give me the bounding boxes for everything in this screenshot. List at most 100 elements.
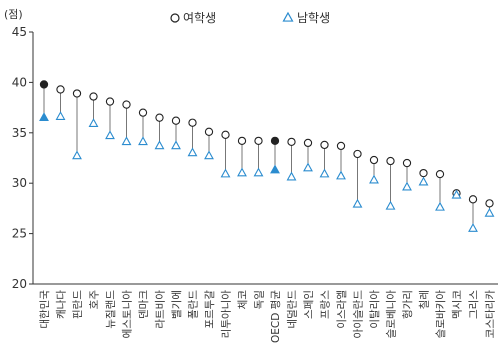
- y-tick-label: 45: [12, 25, 27, 39]
- female-point: [254, 136, 263, 146]
- category-label: 슬로바키아: [435, 290, 447, 339]
- category-label: 칠레: [419, 290, 431, 309]
- category-label: 스페인: [303, 290, 315, 319]
- female-point: [320, 140, 329, 150]
- y-tick-label: 35: [12, 126, 27, 140]
- category-label: 코스타리카: [485, 290, 497, 339]
- marks: [39, 80, 495, 232]
- female-point: [188, 118, 197, 127]
- male-point: [451, 189, 462, 199]
- y-tick-label: 30: [12, 176, 27, 190]
- male-point: [187, 147, 198, 157]
- category-label: 덴마크: [138, 290, 150, 319]
- category-labels: 대한민국 캐나다 핀란드 호주 뉴질랜드 에스토니아 덴마크 라트비아 벨기에 폴란드 포르투갈 리투…: [39, 290, 497, 343]
- male-point: [468, 222, 478, 232]
- female-point: [402, 158, 412, 168]
- male-point: [418, 176, 429, 186]
- category-label: 아이슬란드: [353, 290, 365, 339]
- female-point: [72, 89, 82, 98]
- category-label: 호주: [89, 290, 101, 310]
- category-label: 리투아니아: [221, 290, 233, 339]
- category-label: 뉴질랜드: [105, 290, 117, 329]
- category-label: 라트비아: [155, 290, 167, 329]
- female-point: [138, 108, 148, 117]
- male-point: [39, 112, 49, 121]
- female-point: [270, 136, 280, 146]
- category-label: 이탈리아: [368, 290, 381, 329]
- female-point: [419, 168, 428, 178]
- category-label: 프랑스: [320, 290, 332, 319]
- category-label: 슬로베니아: [386, 290, 398, 339]
- female-point: [468, 195, 478, 204]
- category-label: 포르투갈: [203, 290, 216, 329]
- legend: 여학생 남학생: [170, 11, 330, 25]
- male-point: [385, 200, 396, 210]
- category-label: 독일: [253, 290, 266, 309]
- female-point: [105, 97, 115, 106]
- male-point: [435, 201, 445, 211]
- female-point: [353, 149, 362, 159]
- female-point: [89, 92, 98, 101]
- legend-circle-marker: [170, 13, 180, 23]
- male-point: [237, 167, 247, 177]
- male-point: [204, 150, 214, 160]
- male-point: [105, 130, 115, 140]
- category-label: 체코: [237, 290, 249, 310]
- female-point: [155, 113, 164, 122]
- male-point: [220, 168, 231, 178]
- male-point: [303, 162, 313, 172]
- male-point: [369, 174, 379, 184]
- male-point: [253, 167, 264, 177]
- male-point: [72, 150, 82, 160]
- female-point: [386, 156, 395, 166]
- category-label: 그리스: [468, 290, 480, 319]
- female-point: [221, 130, 230, 139]
- female-point: [287, 137, 296, 147]
- female-point: [237, 136, 247, 146]
- category-label: 멕시코: [452, 290, 464, 319]
- male-point: [270, 164, 280, 174]
- female-point: [171, 116, 181, 125]
- legend-label: 남학생: [297, 11, 330, 25]
- male-point: [319, 168, 330, 178]
- male-point: [88, 118, 99, 128]
- female-point: [303, 138, 313, 148]
- male-point: [154, 140, 165, 150]
- male-point: [55, 111, 66, 120]
- stems: [43, 84, 490, 229]
- female-point: [435, 169, 445, 179]
- male-point: [336, 170, 346, 180]
- category-label: 핀란드: [72, 290, 84, 319]
- female-point: [39, 80, 49, 89]
- female-point: [204, 127, 214, 136]
- y-tick-label: 40: [12, 75, 27, 89]
- female-point: [56, 85, 65, 94]
- male-point: [402, 181, 412, 191]
- y-tick-label: 25: [12, 227, 27, 241]
- category-label: 헝가리: [402, 290, 414, 319]
- category-label: 캐나다: [56, 290, 68, 319]
- category-label: 에스토니아: [122, 290, 134, 339]
- y-tick-label: 20: [12, 277, 27, 291]
- unit-label: (점): [4, 8, 23, 21]
- legend-triangle-marker: [282, 11, 294, 22]
- legend-label: 여학생: [183, 11, 216, 25]
- male-point: [286, 171, 297, 181]
- male-point: [138, 136, 148, 146]
- category-label: 이스라엘: [335, 290, 348, 329]
- category-label: 벨기에: [171, 290, 183, 319]
- male-point: [484, 207, 495, 217]
- male-point: [171, 140, 181, 150]
- category-label: 폴란드: [188, 290, 200, 319]
- male-point: [121, 136, 132, 146]
- female-point: [485, 199, 494, 208]
- female-point: [336, 141, 346, 151]
- category-label: OECD 평균: [270, 290, 282, 343]
- male-point: [352, 198, 363, 208]
- y-axis: 20 25 30 35 40 45: [12, 25, 498, 291]
- category-label: 대한민국: [39, 290, 51, 329]
- female-point: [122, 100, 131, 109]
- female-point: [369, 155, 379, 165]
- category-label: 네덜란드: [287, 290, 299, 329]
